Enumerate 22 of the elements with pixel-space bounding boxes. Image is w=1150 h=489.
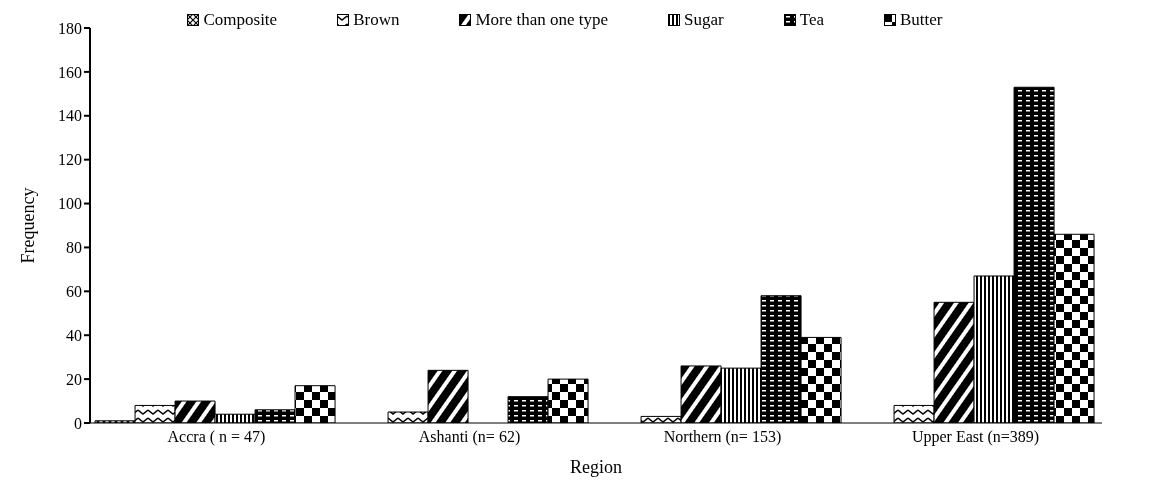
y-tick-label: 40	[66, 326, 82, 344]
y-tick-label: 100	[58, 195, 82, 213]
y-axis-title: Frequency	[18, 187, 39, 264]
legend-label: Butter	[899, 10, 943, 30]
legend-label: Brown	[352, 10, 400, 30]
y-tick-label: 120	[58, 151, 82, 169]
y-tick-label: 180	[58, 19, 82, 37]
y-tick-label: 80	[66, 239, 82, 257]
legend-label: Sugar	[683, 10, 724, 30]
legend-label: More than one type	[474, 10, 609, 30]
y-tick-label: 20	[66, 370, 82, 388]
x-tick-label: Accra ( n = 47)	[167, 428, 266, 447]
legend-label: Composite	[202, 10, 278, 30]
x-axis-title: Region	[570, 457, 622, 477]
x-tick-label: Upper East (n=389)	[911, 428, 1040, 447]
y-tick-label: 60	[66, 283, 82, 301]
y-tick-label: 0	[74, 414, 82, 432]
x-tick-label: Ashanti (n= 62)	[418, 428, 521, 447]
y-tick-label: 160	[58, 63, 82, 81]
y-tick-label: 140	[58, 107, 82, 125]
legend-label: Tea	[798, 10, 825, 30]
x-tick-label: Northern (n= 153)	[663, 428, 782, 447]
